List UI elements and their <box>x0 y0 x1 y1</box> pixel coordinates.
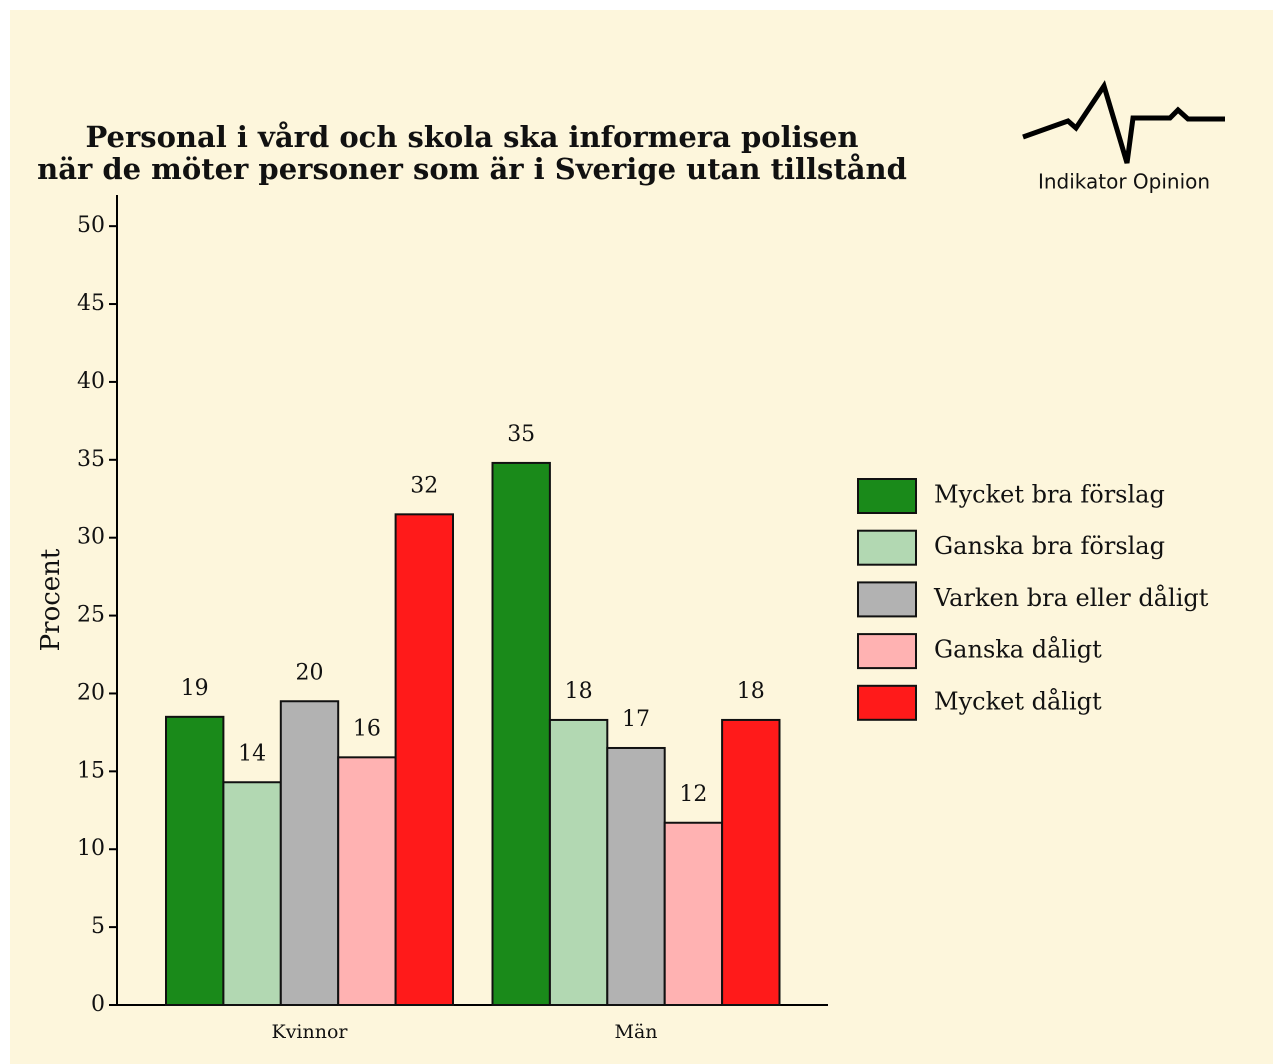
bar <box>337 756 397 1006</box>
chart-subtitle: när de möter personer som är i Sverige u… <box>37 152 907 186</box>
y-tick-label: 50 <box>77 213 105 238</box>
legend-label: Ganska bra förslag <box>934 532 1165 560</box>
legend-swatch <box>857 684 917 721</box>
legend-swatch <box>857 529 917 566</box>
y-tick-label: 10 <box>77 836 105 861</box>
y-tick-label: 40 <box>77 369 105 394</box>
bar <box>548 718 609 1006</box>
data-label: 18 <box>565 679 593 704</box>
bar <box>606 746 666 1006</box>
data-label: 16 <box>353 716 381 741</box>
chart-title: Personal i vård och skola ska informera … <box>86 120 859 154</box>
y-tick-label: 15 <box>77 758 105 783</box>
legend-swatch <box>857 581 917 618</box>
data-label: 32 <box>410 473 438 498</box>
legend-swatch <box>857 633 917 670</box>
y-tick-label: 25 <box>77 603 105 628</box>
y-tick-label: 30 <box>77 525 105 550</box>
bar <box>663 821 724 1006</box>
data-label: 12 <box>679 782 707 807</box>
y-tick-label: 35 <box>77 447 105 472</box>
legend-label: Mycket dåligt <box>934 686 1102 715</box>
data-label: 18 <box>737 679 765 704</box>
data-label: 14 <box>238 741 266 766</box>
bar <box>491 461 551 1006</box>
legend-label: Ganska dåligt <box>934 635 1102 664</box>
legend-swatch <box>857 478 917 514</box>
y-tick-label: 45 <box>77 291 105 316</box>
y-tick-label: 20 <box>77 680 105 705</box>
data-label: 19 <box>181 676 209 701</box>
bar <box>165 715 225 1006</box>
legend-label: Varken bra eller dåligt <box>933 583 1209 612</box>
data-label: 17 <box>622 707 650 732</box>
bar <box>279 700 340 1006</box>
bar <box>721 718 781 1006</box>
x-tick-label: Kvinnor <box>272 1021 349 1043</box>
y-axis-label: Procent <box>36 548 66 651</box>
bar <box>222 781 282 1006</box>
legend-label: Mycket bra förslag <box>934 481 1165 509</box>
bar <box>394 513 455 1006</box>
y-tick-label: 0 <box>91 992 105 1017</box>
data-label: 35 <box>507 422 535 447</box>
logo <box>1022 80 1225 164</box>
data-label: 20 <box>296 660 324 685</box>
x-tick-label: Män <box>614 1021 657 1043</box>
y-tick-label: 5 <box>91 914 105 939</box>
brand: Indikator Opinion <box>1038 170 1210 194</box>
